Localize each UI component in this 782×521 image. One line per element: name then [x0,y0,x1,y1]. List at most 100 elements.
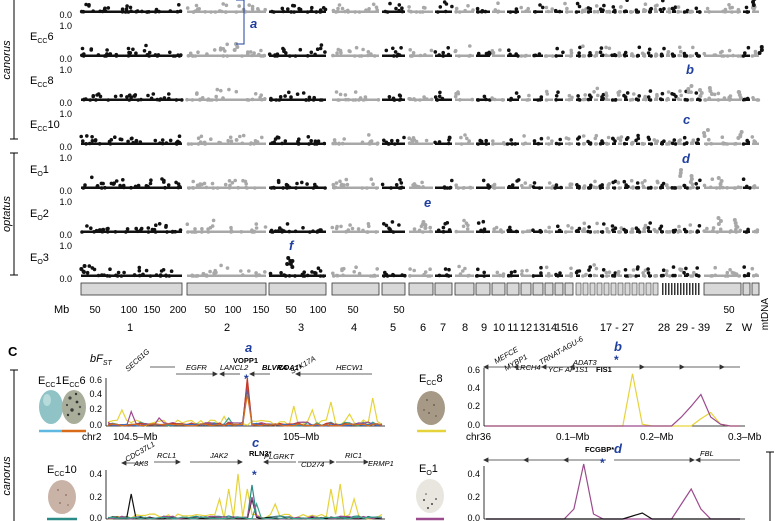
snp-point [440,96,445,101]
snp-point [655,92,659,97]
snp-point [531,274,536,278]
snp-point [652,227,657,232]
snp-point [397,223,401,227]
snp-point [570,95,574,100]
chr-label: 3 [298,322,304,334]
snp-point [727,3,731,7]
snp-point [673,186,678,190]
snp-point [227,179,232,183]
snp-point [305,273,310,278]
snp-point [484,138,489,143]
snp-point [79,134,83,139]
snp-point [418,53,423,58]
snp-point [340,141,345,146]
snp-point [94,98,98,102]
snp-point [114,179,119,183]
snp-point [367,7,371,11]
chr-label: Z [726,322,733,334]
snp-point [677,224,681,229]
snp-point [384,272,389,277]
snp-point [170,229,175,234]
gene-label: PLGRKT [264,452,295,461]
snp-point [312,95,317,100]
snp-point [126,139,130,144]
snp-point [600,183,604,187]
snp-point [441,54,446,58]
snp-point [253,139,258,143]
snp-point [508,52,512,57]
chromosome-block [475,282,491,296]
snp-point [646,95,651,99]
snp-point [634,97,639,101]
snp-point [316,229,320,233]
snp-point [157,222,162,226]
snp-point [670,141,675,146]
snp-point [446,274,451,278]
snp-point [708,185,713,190]
snp-point [733,221,738,225]
snp-point [666,52,670,57]
snp-point [522,134,526,138]
snp-point [382,138,386,143]
snp-point [263,225,268,229]
snp-point [501,272,506,276]
snp-point [622,179,627,184]
snp-point [569,266,573,271]
snp-point [667,10,672,14]
snp-point [225,54,230,58]
snp-point [95,93,99,97]
snp-point [447,228,452,232]
manhattan-track [81,168,759,190]
snp-point [694,51,699,56]
baseline-segment [81,274,182,277]
snp-point [367,133,371,137]
snp-point [673,228,678,233]
snp-point [536,141,541,146]
baseline-segment [269,10,326,13]
baseline-segment [555,186,563,189]
snp-point [398,178,402,182]
snp-point [206,230,211,234]
snp-point [344,177,349,182]
snp-point [492,227,497,231]
snp-point [584,273,588,277]
group-label-canorus-top: canorus [1,40,13,80]
snp-point [524,9,528,13]
snp-point [576,142,581,146]
snp-point [186,230,190,234]
snp-point [250,97,255,102]
snp-point [481,219,486,224]
snp-point [549,186,554,190]
mb-tick: 100 [225,305,242,316]
snp-point [190,186,195,190]
snp-point [436,228,441,233]
snp-point [278,95,283,99]
baseline-segment [81,142,182,145]
snp-point [592,185,596,189]
snp-point [209,137,213,141]
snp-point [642,274,647,278]
snp-point [646,51,651,55]
snp-point [289,95,293,99]
snp-point [88,98,92,102]
snp-point [344,97,348,102]
y-tick: 0.6 [467,365,480,375]
snp-point [713,53,718,57]
snp-point [482,270,487,275]
gene-arrows-top-left [150,366,372,377]
snp-point [352,54,357,58]
snp-point [92,230,96,234]
snp-point [718,50,723,55]
snp-point [309,50,314,55]
snp-point [293,229,298,234]
chromosome-block [662,283,664,295]
snp-point [124,230,128,234]
snp-point [592,90,596,94]
x-tick: 0.3–Mb [728,432,762,443]
snp-point [508,10,513,14]
snp-point [392,54,396,58]
snp-point [290,265,295,269]
snp-point [622,141,627,146]
snp-point [588,265,592,269]
snp-point [617,54,621,58]
